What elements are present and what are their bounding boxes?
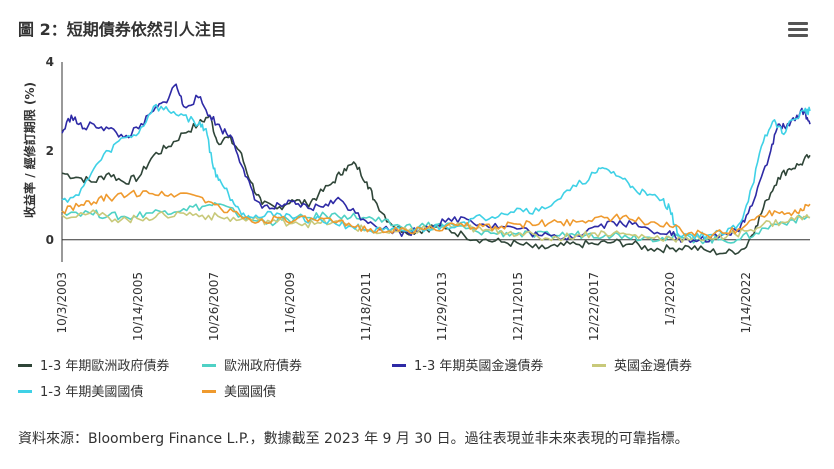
x-tick-label: 12/22/2017 — [587, 272, 601, 341]
x-tick-label: 12/11/2015 — [511, 272, 525, 341]
legend-label: 英國金邊債券 — [614, 359, 693, 374]
legend-swatch — [202, 390, 216, 393]
x-tick-label: 11/29/2013 — [435, 272, 449, 341]
legend-label: 美國國債 — [224, 385, 277, 400]
x-tick-label: 10/14/2005 — [131, 272, 145, 341]
legend-swatch — [202, 364, 216, 367]
legend-swatch — [18, 390, 32, 393]
hamburger-menu-icon[interactable] — [788, 22, 808, 38]
series-line-5 — [61, 189, 811, 239]
y-tick-label: 4 — [46, 55, 54, 69]
legend-label: 歐洲政府債券 — [224, 359, 303, 374]
source-footnote: 資料來源：Bloomberg Finance L.P.，數據截至 2023 年 … — [18, 431, 689, 447]
legend-swatch — [592, 364, 606, 367]
legend-item[interactable]: 歐洲政府債券 — [202, 355, 302, 374]
page-title: 圖 2：短期債券依然引人注目 — [18, 20, 227, 39]
legend-item[interactable]: 英國金邊債券 — [592, 355, 692, 374]
x-tick-label: 10/26/2007 — [207, 272, 221, 341]
y-axis-label: 收益率 / 經修訂期限 (%) — [22, 82, 37, 218]
legend-swatch — [392, 364, 406, 367]
legend-item[interactable]: 1-3 年期歐洲政府債券 — [18, 355, 169, 374]
series-line-3 — [61, 209, 811, 243]
legend-item[interactable]: 1-3 年期美國國債 — [18, 381, 143, 400]
x-tick-label: 11/6/2009 — [283, 272, 297, 334]
series-line-4 — [61, 103, 811, 240]
legend-swatch — [18, 364, 32, 367]
legend-label: 1-3 年期美國國債 — [40, 385, 144, 400]
y-tick-label: 0 — [46, 233, 54, 247]
legend-item[interactable]: 美國國債 — [202, 381, 276, 400]
line-chart: 收益率 / 經修訂期限 (%) 0 2 4 10/3/2003 10/14/2005 1… — [22, 55, 811, 341]
legend-label: 1-3 年期歐洲政府債券 — [40, 359, 170, 374]
x-tick-label: 11/18/2011 — [359, 272, 373, 341]
x-tick-label: 10/3/2003 — [55, 272, 69, 334]
legend-item[interactable]: 1-3 年期英國金邊債券 — [392, 355, 543, 374]
x-tick-label: 1/3/2020 — [663, 272, 677, 326]
series-line-2 — [61, 83, 811, 244]
legend-label: 1-3 年期英國金邊債券 — [414, 359, 544, 374]
y-tick-label: 2 — [46, 144, 54, 158]
x-tick-label: 1/14/2022 — [739, 272, 753, 334]
